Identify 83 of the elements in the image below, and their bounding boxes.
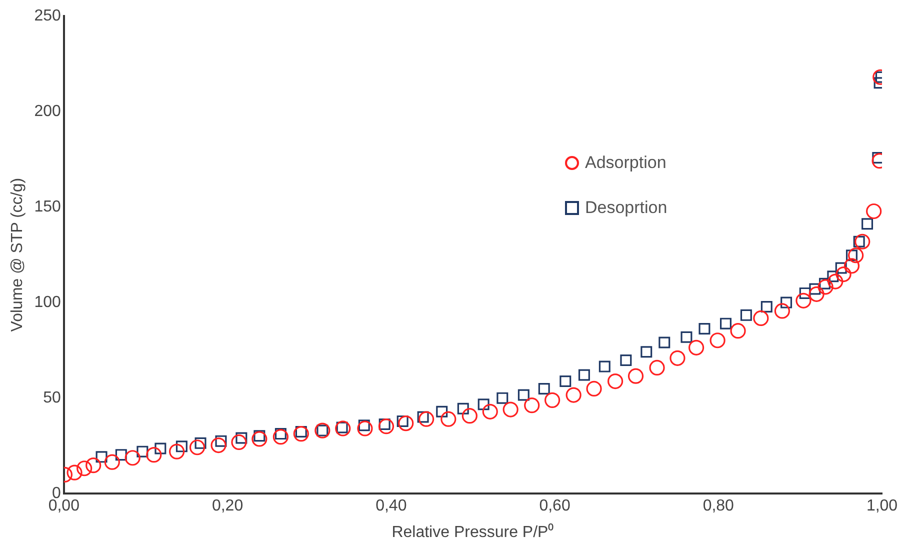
point bbox=[586, 380, 602, 397]
point bbox=[86, 458, 102, 474]
point bbox=[96, 451, 108, 463]
point bbox=[608, 373, 624, 390]
point bbox=[440, 411, 456, 427]
point bbox=[854, 234, 870, 250]
x-tick-label: 0,60 bbox=[539, 498, 570, 515]
point bbox=[76, 460, 92, 476]
point bbox=[124, 450, 140, 466]
point bbox=[620, 354, 632, 366]
point bbox=[828, 274, 844, 290]
y-tick-label: 200 bbox=[34, 102, 61, 120]
x-tick-label: 0,40 bbox=[376, 498, 407, 515]
point bbox=[836, 266, 852, 282]
point bbox=[698, 322, 710, 334]
point bbox=[808, 286, 824, 302]
point bbox=[688, 340, 704, 356]
point bbox=[796, 292, 812, 308]
point bbox=[740, 309, 752, 321]
y-tick-label: 150 bbox=[34, 198, 61, 216]
point bbox=[538, 382, 550, 394]
point bbox=[640, 346, 652, 358]
y-tick-label: 50 bbox=[43, 389, 61, 406]
point bbox=[720, 318, 732, 330]
point bbox=[462, 408, 478, 424]
point bbox=[357, 420, 373, 436]
point bbox=[544, 392, 560, 408]
point bbox=[436, 406, 448, 418]
y-tick-label: 250 bbox=[34, 7, 61, 24]
point bbox=[104, 454, 120, 470]
point bbox=[560, 376, 572, 388]
y-tick-label: 100 bbox=[34, 294, 61, 311]
point bbox=[628, 368, 644, 384]
point bbox=[598, 360, 610, 372]
point bbox=[482, 404, 498, 420]
point bbox=[168, 444, 185, 460]
point bbox=[210, 437, 226, 454]
legend-label: Adsorption bbox=[585, 152, 666, 172]
point bbox=[818, 279, 834, 295]
y-axis-title: Volume @ STP (cc/g) bbox=[9, 178, 26, 332]
point bbox=[753, 310, 769, 326]
point bbox=[154, 442, 166, 454]
point bbox=[502, 402, 518, 418]
point bbox=[578, 369, 590, 381]
point bbox=[418, 411, 434, 427]
point bbox=[649, 360, 665, 376]
x-tick-label: 1,00 bbox=[866, 498, 898, 515]
point bbox=[146, 447, 162, 463]
point bbox=[710, 332, 726, 348]
x-tick-label: 0,20 bbox=[212, 498, 244, 515]
point bbox=[524, 398, 540, 414]
point bbox=[272, 429, 288, 445]
point bbox=[658, 336, 670, 348]
point bbox=[799, 287, 811, 299]
point bbox=[115, 449, 127, 461]
legend-label: Desoprtion bbox=[585, 198, 668, 218]
point bbox=[680, 331, 692, 343]
point bbox=[844, 258, 860, 274]
point bbox=[398, 416, 414, 432]
point bbox=[252, 431, 268, 447]
point bbox=[835, 262, 847, 274]
point bbox=[780, 296, 792, 308]
point bbox=[189, 440, 206, 456]
point bbox=[231, 434, 247, 450]
point bbox=[293, 426, 309, 442]
point bbox=[518, 389, 530, 401]
point bbox=[457, 402, 469, 414]
point bbox=[848, 248, 864, 264]
x-axis-title: Relative Pressure P/P⁰ bbox=[392, 522, 554, 541]
point bbox=[774, 303, 790, 319]
x-tick-label: 0,80 bbox=[702, 498, 734, 515]
point bbox=[760, 301, 772, 313]
point bbox=[496, 392, 508, 404]
point bbox=[378, 418, 394, 434]
point bbox=[136, 446, 148, 458]
point bbox=[478, 398, 490, 410]
point bbox=[670, 350, 686, 366]
point bbox=[335, 420, 351, 436]
point bbox=[866, 203, 882, 220]
point bbox=[566, 387, 582, 403]
point bbox=[730, 323, 746, 339]
point bbox=[66, 464, 82, 480]
point bbox=[862, 218, 874, 230]
